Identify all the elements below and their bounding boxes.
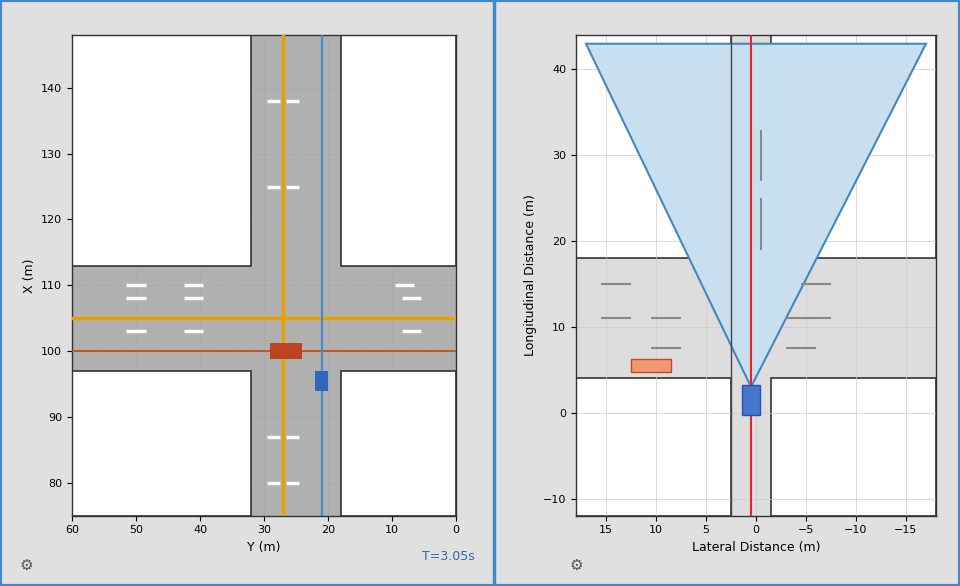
Bar (742, 385, 760, 415)
Text: ⚙: ⚙ (19, 558, 33, 573)
Bar (576, 35, 731, 258)
Polygon shape (586, 44, 926, 387)
Bar (576, 258, 936, 379)
Text: ⚙: ⚙ (569, 558, 583, 573)
Bar (72, 265, 456, 371)
Bar (631, 359, 671, 372)
Bar (341, 35, 456, 265)
Bar (315, 371, 328, 391)
Bar (72, 371, 252, 516)
Bar (271, 343, 302, 359)
X-axis label: Lateral Distance (m): Lateral Distance (m) (692, 541, 820, 554)
X-axis label: Y (m): Y (m) (248, 541, 280, 554)
Text: T=3.05s: T=3.05s (422, 550, 475, 563)
Bar (576, 379, 731, 516)
Bar (341, 371, 456, 516)
Y-axis label: Longitudinal Distance (m): Longitudinal Distance (m) (524, 195, 538, 356)
Bar (72, 35, 252, 265)
Bar (771, 379, 936, 516)
Bar (731, 35, 771, 516)
Y-axis label: X (m): X (m) (23, 258, 36, 292)
Bar (771, 35, 936, 258)
Bar (252, 35, 341, 516)
